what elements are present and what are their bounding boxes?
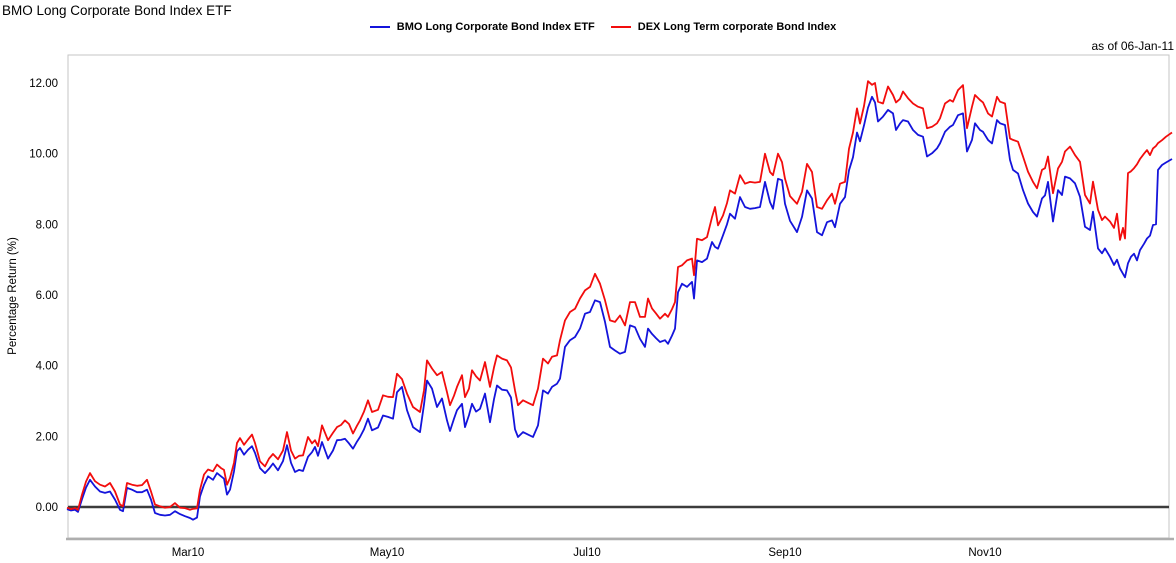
- y-tick-label: 8.00: [36, 219, 58, 231]
- legend-swatch-bmo-icon: [369, 26, 390, 28]
- tick-labels: 0.00 2.00 4.00 6.00 8.00 10.00 12.00 Mar10 May10…: [29, 78, 1001, 559]
- x-tick-label: Sep10: [768, 547, 801, 559]
- x-tick-label: Nov10: [968, 547, 1001, 559]
- legend-swatch-dex-icon: [610, 26, 631, 28]
- legend-item-bmo: BMO Long Corporate Bond Index ETF: [369, 21, 595, 33]
- x-tick-label: Jul10: [573, 547, 601, 559]
- legend-label-bmo: BMO Long Corporate Bond Index ETF: [396, 21, 595, 33]
- y-tick-label: 4.00: [36, 361, 58, 373]
- y-tick-label: 10.00: [29, 149, 58, 161]
- y-tick-label: 6.00: [36, 290, 58, 302]
- legend-label-dex: DEX Long Term corporate Bond Index: [637, 21, 837, 33]
- series-lines: [66, 80, 1173, 521]
- y-tick-label: 0.00: [36, 502, 58, 514]
- legend: BMO Long Corporate Bond Index ETF DEX Lo…: [0, 21, 1176, 33]
- as-of-date: as of 06-Jan-11: [1091, 39, 1175, 53]
- y-tick-label: 12.00: [29, 78, 58, 90]
- y-tick-label: 2.00: [36, 431, 58, 443]
- legend-item-dex: DEX Long Term corporate Bond Index: [610, 21, 837, 33]
- series-line-dex: [66, 80, 1173, 511]
- x-tick-label: Mar10: [172, 547, 205, 559]
- page-title: BMO Long Corporate Bond Index ETF: [2, 3, 232, 18]
- series-line-bmo: [66, 95, 1173, 521]
- x-tick-label: May10: [370, 547, 405, 559]
